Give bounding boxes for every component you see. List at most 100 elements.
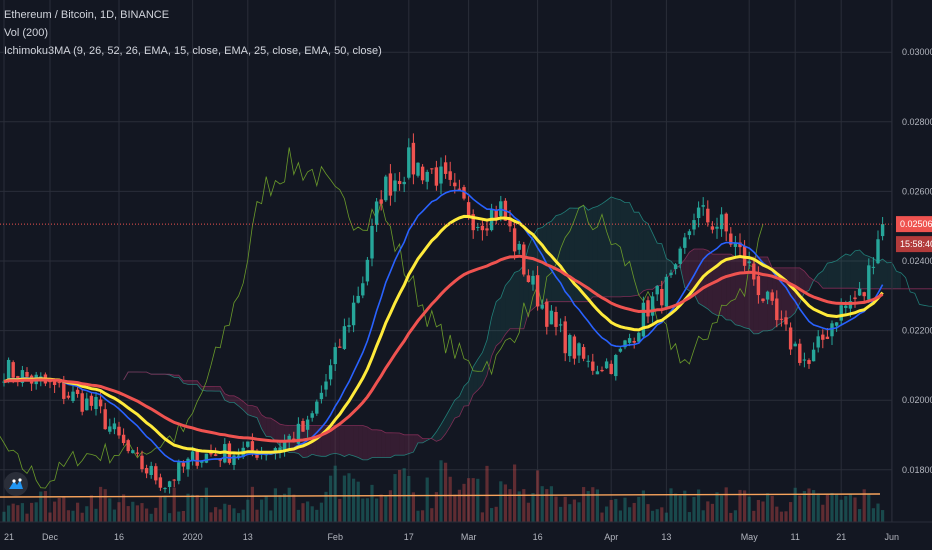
candle[interactable]	[775, 290, 779, 328]
candle[interactable]	[549, 305, 554, 325]
candle[interactable]	[673, 263, 678, 275]
candle[interactable]	[586, 355, 590, 368]
candle[interactable]	[577, 342, 581, 363]
candle[interactable]	[131, 449, 135, 454]
candle[interactable]	[85, 392, 89, 411]
candle[interactable]	[784, 310, 788, 331]
candle[interactable]	[204, 453, 209, 464]
candle[interactable]	[655, 284, 659, 301]
candle[interactable]	[738, 233, 742, 257]
candle[interactable]	[167, 480, 172, 494]
symbol-title[interactable]: Ethereum / Bitcoin, 1D, BINANCE	[4, 9, 170, 21]
candle[interactable]	[618, 347, 623, 353]
candle[interactable]	[416, 162, 420, 178]
candle[interactable]	[89, 392, 94, 411]
candle[interactable]	[310, 410, 314, 422]
candle[interactable]	[595, 365, 600, 375]
candle[interactable]	[420, 164, 425, 185]
candle[interactable]	[494, 205, 498, 225]
candle[interactable]	[462, 184, 466, 201]
candle[interactable]	[867, 258, 871, 304]
candle[interactable]	[397, 172, 402, 191]
candle[interactable]	[614, 353, 618, 381]
candle[interactable]	[706, 200, 710, 227]
candle[interactable]	[664, 274, 669, 309]
candle[interactable]	[793, 341, 797, 347]
candle[interactable]	[880, 216, 885, 241]
candle[interactable]	[186, 457, 190, 477]
candle[interactable]	[802, 352, 807, 368]
candle[interactable]	[816, 330, 820, 353]
candle[interactable]	[407, 138, 411, 180]
candle[interactable]	[871, 257, 876, 275]
candle[interactable]	[20, 365, 25, 387]
candle[interactable]	[526, 269, 531, 283]
candle[interactable]	[144, 464, 149, 479]
candle[interactable]	[448, 161, 452, 186]
candle[interactable]	[540, 299, 544, 310]
candle[interactable]	[489, 203, 494, 232]
candle[interactable]	[719, 207, 724, 237]
ichimoku-indicator-label[interactable]: Ichimoku3MA (9, 26, 52, 26, EMA, 15, clo…	[4, 45, 382, 57]
candle[interactable]	[301, 418, 305, 432]
candle[interactable]	[811, 342, 816, 362]
candle[interactable]	[747, 251, 751, 269]
candle[interactable]	[830, 320, 834, 345]
candle[interactable]	[798, 338, 802, 366]
candle[interactable]	[163, 487, 167, 493]
candle[interactable]	[282, 434, 287, 457]
candle[interactable]	[568, 333, 572, 363]
candle[interactable]	[351, 295, 356, 333]
candle[interactable]	[338, 338, 342, 348]
candle[interactable]	[177, 459, 181, 485]
candle[interactable]	[305, 415, 310, 438]
volume-indicator-label[interactable]: Vol (200)	[4, 27, 49, 39]
candle[interactable]	[531, 270, 535, 291]
candle[interactable]	[517, 240, 521, 255]
candle[interactable]	[853, 290, 857, 308]
candle[interactable]	[480, 220, 485, 241]
candle[interactable]	[779, 310, 784, 327]
candle[interactable]	[195, 448, 199, 469]
candle[interactable]	[172, 479, 176, 488]
candle[interactable]	[545, 298, 549, 335]
candle[interactable]	[379, 190, 383, 211]
candle[interactable]	[126, 438, 130, 454]
candle[interactable]	[319, 385, 324, 404]
candle[interactable]	[609, 360, 613, 375]
candle[interactable]	[600, 366, 604, 373]
candle[interactable]	[342, 318, 347, 350]
candle[interactable]	[591, 353, 595, 375]
candle[interactable]	[535, 265, 540, 311]
candle[interactable]	[333, 342, 337, 372]
candle[interactable]	[121, 428, 126, 446]
candle[interactable]	[66, 391, 71, 400]
candle[interactable]	[328, 359, 333, 386]
candle[interactable]	[154, 463, 158, 485]
candle[interactable]	[710, 221, 715, 234]
candle[interactable]	[650, 291, 655, 323]
candle[interactable]	[715, 217, 719, 239]
candle[interactable]	[117, 421, 121, 439]
candle[interactable]	[425, 169, 429, 190]
candle[interactable]	[761, 298, 765, 303]
candle[interactable]	[430, 168, 434, 174]
candle[interactable]	[669, 269, 673, 278]
candle[interactable]	[71, 384, 75, 404]
candle[interactable]	[135, 446, 140, 457]
candle[interactable]	[356, 286, 360, 304]
candle[interactable]	[701, 197, 705, 216]
candle[interactable]	[729, 227, 733, 248]
candle[interactable]	[361, 276, 365, 299]
candle[interactable]	[623, 339, 627, 350]
candle[interactable]	[604, 358, 609, 370]
candle[interactable]	[765, 290, 770, 305]
candle[interactable]	[365, 256, 370, 286]
candle[interactable]	[678, 246, 682, 268]
candle[interactable]	[807, 358, 811, 369]
candle[interactable]	[733, 235, 738, 257]
candle[interactable]	[443, 155, 448, 179]
candle[interactable]	[112, 417, 117, 435]
tradingview-logo-icon[interactable]	[4, 472, 28, 496]
candle[interactable]	[48, 380, 52, 389]
